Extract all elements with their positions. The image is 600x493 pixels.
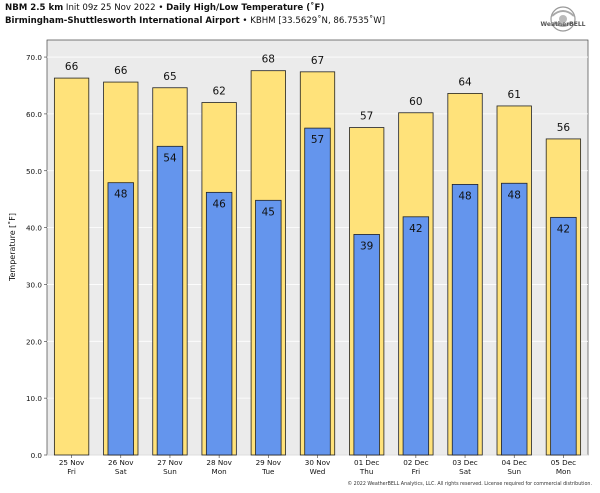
y-tick-label: 60.0 (26, 110, 42, 119)
chart-header-line-2: Birmingham-Shuttlesworth International A… (5, 16, 385, 26)
x-tick-label-date: 03 Dec (452, 458, 477, 467)
x-tick-label-date: 28 Nov (206, 458, 232, 467)
low-temp-bar (107, 182, 134, 456)
low-temp-bar (550, 216, 577, 456)
high-temp-label: 64 (458, 76, 472, 88)
copyright-notice: © 2022 WeatherBELL Analytics, LLC. All r… (347, 482, 592, 487)
x-tick-label-day: Sat (459, 467, 471, 476)
high-temp-label: 67 (311, 55, 324, 67)
y-tick-label: 30.0 (26, 280, 42, 289)
x-tick-label-day: Fri (67, 467, 76, 476)
swirl-icon (550, 6, 576, 32)
high-temp-label: 62 (212, 86, 225, 98)
high-temp-label: 60 (409, 96, 422, 108)
low-temp-bar (501, 182, 528, 456)
low-temp-label: 48 (114, 189, 127, 201)
x-tick-label-date: 30 Nov (305, 458, 331, 467)
y-axis-label: Temperature [˚F] (7, 213, 17, 282)
high-temp-label: 61 (508, 89, 521, 101)
low-temp-bar (402, 216, 430, 456)
x-tick-label-day: Mon (556, 467, 571, 476)
weatherbell-logo: WeatherBELL (540, 6, 586, 32)
station-code: KBHM [33.5629˚N, 86.7535˚W] (250, 16, 386, 26)
x-tick-label-date: 02 Dec (403, 458, 428, 467)
model-name: NBM 2.5 km (5, 3, 64, 13)
low-temp-bar (353, 234, 380, 456)
y-tick-label: 50.0 (26, 167, 42, 176)
y-tick-label: 20.0 (26, 337, 42, 346)
x-tick-label-day: Sat (115, 467, 127, 476)
low-temp-label: 39 (360, 240, 373, 252)
chart-title: Daily High/Low Temperature (˚F) (166, 3, 325, 13)
x-tick-label-day: Wed (310, 467, 326, 476)
init-time: Init 09z 25 Nov 2022 (65, 3, 156, 13)
low-temp-label: 57 (311, 134, 324, 146)
x-tick-label-day: Thu (359, 467, 374, 476)
low-temp-label: 54 (163, 152, 177, 164)
y-axis: 0.0 10.0 20.0 30.0 40.0 50.0 60.0 70.0 (26, 53, 47, 460)
x-tick-label-day: Fri (412, 467, 421, 476)
high-temp-label: 66 (65, 61, 79, 73)
x-tick-label-date: 29 Nov (256, 458, 282, 467)
low-temp-label: 42 (409, 223, 422, 235)
low-temp-label: 45 (262, 206, 275, 218)
low-temp-bar (205, 191, 233, 456)
high-temp-label: 57 (360, 111, 373, 123)
low-temp-bar (156, 145, 184, 456)
y-tick-label: 40.0 (26, 224, 42, 233)
x-tick-label-date: 05 Dec (551, 458, 576, 467)
high-temp-label: 56 (557, 122, 571, 134)
logo-text: WeatherBELL (540, 21, 585, 28)
x-tick-label-date: 01 Dec (354, 458, 379, 467)
x-tick-label-day: Tue (261, 467, 275, 476)
x-tick-label-day: Sun (163, 467, 177, 476)
x-tick-label-date: 26 Nov (108, 458, 134, 467)
data-labels: 66 66 48 65 54 62 46 68 45 67 57 57 39 60 42 64 48 61 48 56… (65, 54, 570, 253)
x-tick-label-day: Sun (507, 467, 521, 476)
low-temp-bar (304, 127, 331, 456)
x-tick-label-date: 27 Nov (157, 458, 183, 467)
low-temp-label: 48 (458, 190, 471, 202)
high-temp-label: 66 (114, 65, 128, 77)
x-tick-label-date: 04 Dec (502, 458, 527, 467)
low-temp-label: 42 (557, 223, 570, 235)
low-temp-bar (451, 183, 479, 456)
separator: • (155, 3, 167, 13)
chart-header-line-1: NBM 2.5 km Init 09z 25 Nov 2022 • Daily … (5, 3, 324, 13)
high-temp-label: 68 (262, 54, 275, 66)
separator: • (239, 16, 251, 26)
low-temp-bar (255, 199, 282, 456)
y-tick-label: 70.0 (26, 53, 42, 62)
y-tick-label: 0.0 (31, 451, 43, 460)
y-tick-label: 10.0 (26, 394, 42, 403)
x-tick-label-date: 25 Nov (59, 458, 85, 467)
station-name: Birmingham-Shuttlesworth International A… (5, 16, 240, 26)
low-temp-label: 48 (508, 189, 521, 201)
high-temp-bar (53, 77, 90, 456)
bar-series (53, 70, 582, 456)
low-temp-label: 46 (212, 198, 226, 210)
x-tick-label-day: Mon (212, 467, 227, 476)
high-temp-label: 65 (163, 71, 176, 83)
